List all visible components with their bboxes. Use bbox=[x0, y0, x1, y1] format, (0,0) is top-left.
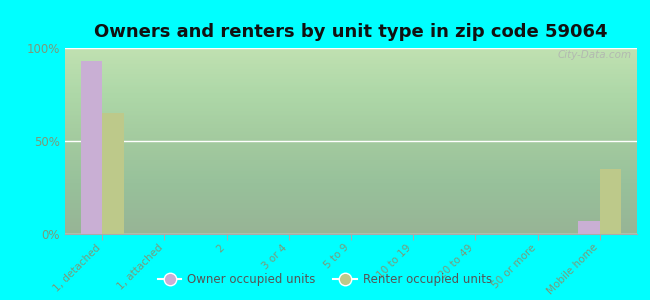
Legend: Owner occupied units, Renter occupied units: Owner occupied units, Renter occupied un… bbox=[153, 269, 497, 291]
Bar bbox=[81, 61, 102, 234]
Text: City-Data.com: City-Data.com bbox=[557, 50, 631, 60]
Bar bbox=[102, 113, 124, 234]
Bar bbox=[578, 221, 600, 234]
Title: Owners and renters by unit type in zip code 59064: Owners and renters by unit type in zip c… bbox=[94, 23, 608, 41]
Bar bbox=[600, 169, 621, 234]
